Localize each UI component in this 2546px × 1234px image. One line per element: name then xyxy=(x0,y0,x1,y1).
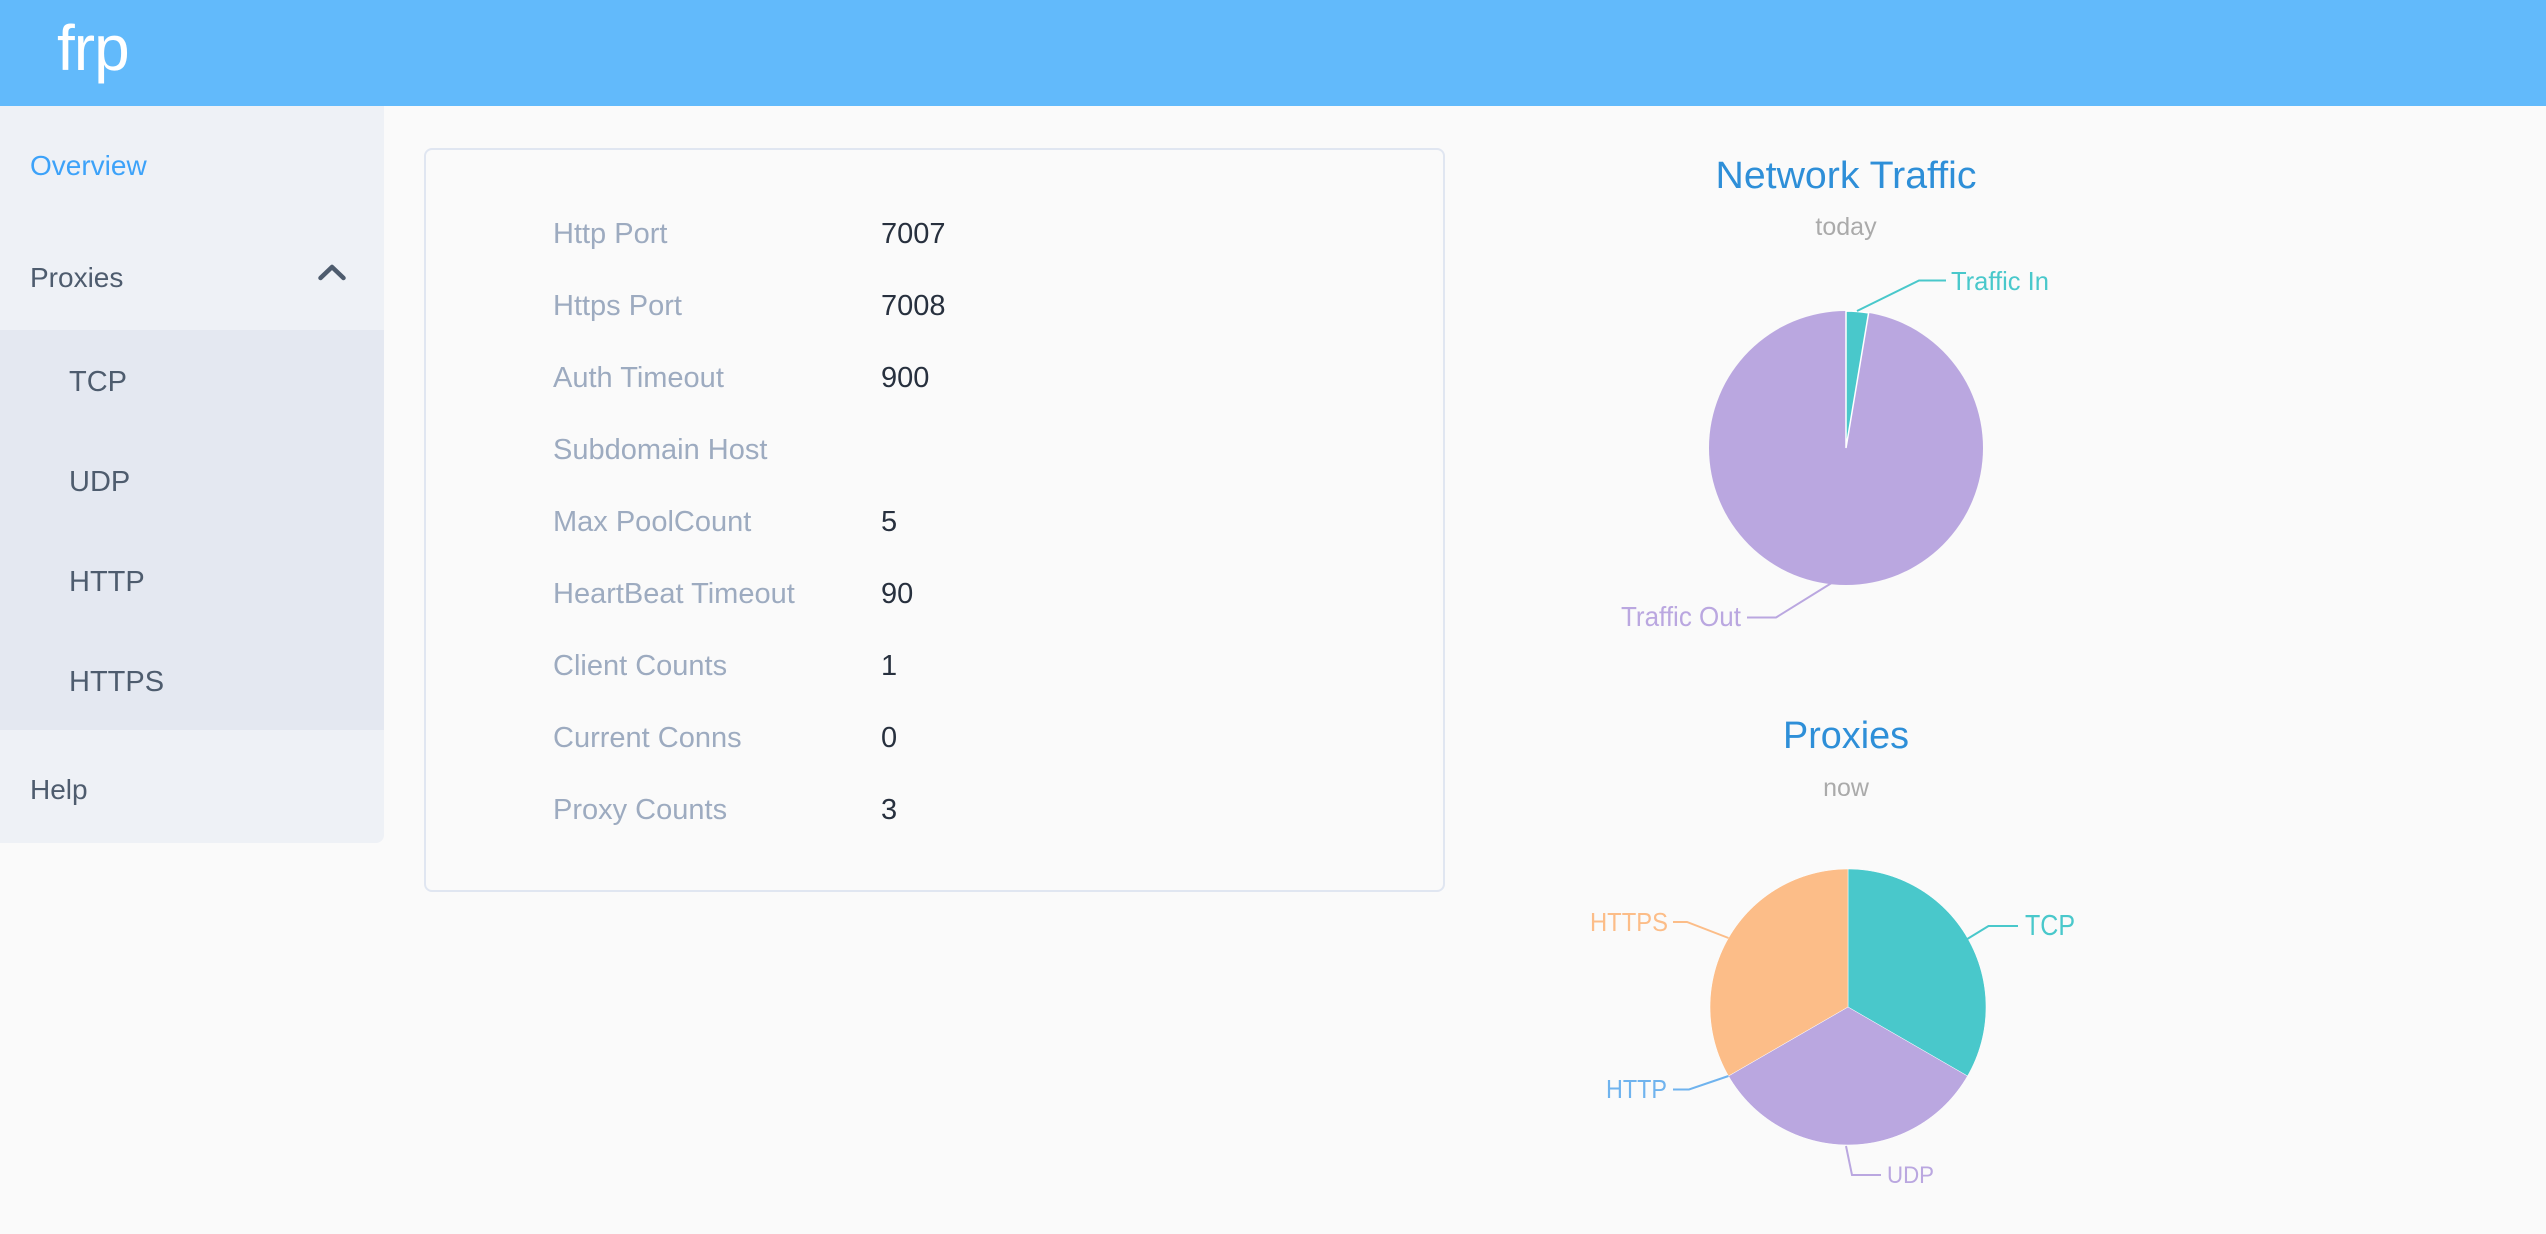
svg-text:Traffic In: Traffic In xyxy=(1951,266,2049,296)
svg-text:Proxies: Proxies xyxy=(1783,715,1909,757)
svg-text:Network Traffic: Network Traffic xyxy=(1716,155,1977,197)
svg-text:TCP: TCP xyxy=(2025,910,2075,942)
svg-text:today: today xyxy=(1815,213,1877,241)
svg-text:UDP: UDP xyxy=(1887,1162,1934,1189)
svg-text:Traffic Out: Traffic Out xyxy=(1621,601,1741,632)
svg-text:HTTP: HTTP xyxy=(1606,1074,1667,1104)
svg-text:HTTPS: HTTPS xyxy=(1590,907,1668,937)
svg-text:now: now xyxy=(1823,774,1870,802)
